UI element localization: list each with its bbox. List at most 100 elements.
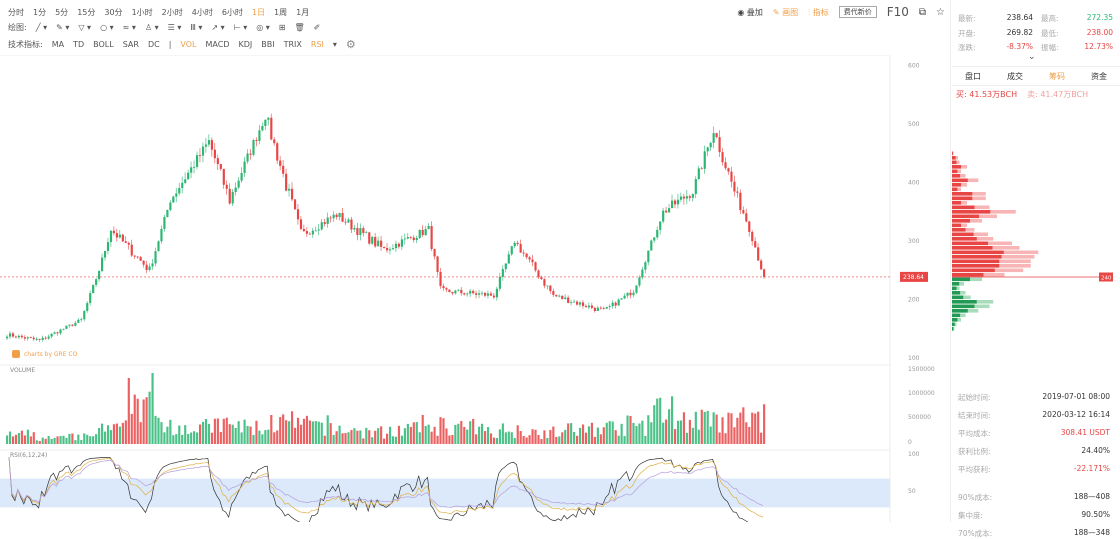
candle	[317, 229, 320, 231]
period-8[interactable]: 6小时	[221, 8, 243, 17]
draw-tool-13[interactable]: ✐	[313, 23, 321, 32]
kline-chart[interactable]: 100 200 300 400 500 600 1500000 1000000 500000 0 1…	[0, 55, 950, 522]
draw-tool-10[interactable]: ◎ ▾	[256, 23, 270, 32]
f10-button[interactable]: F10	[886, 5, 909, 19]
candle	[198, 155, 202, 156]
draw-tool-3[interactable]: ○ ▾	[100, 23, 114, 32]
period-5[interactable]: 1小时	[131, 8, 153, 17]
period-9[interactable]: 1日	[251, 8, 266, 17]
volume-bar	[112, 424, 116, 444]
candle	[656, 229, 659, 238]
candle	[196, 155, 199, 167]
expand-chevron-icon[interactable]: ⌄	[1028, 52, 1036, 62]
candle	[201, 146, 205, 156]
volume-bar	[136, 398, 139, 444]
tab-0[interactable]: 盘口	[965, 71, 981, 81]
draw-button[interactable]: ✎ 画图	[772, 7, 799, 17]
chip-bar	[952, 255, 1002, 259]
candle	[504, 263, 507, 270]
rsi6-line	[8, 456, 749, 522]
volume-bar	[400, 435, 404, 444]
buy-sell-summary: 买: 41.53万BCH 卖: 41.47万BCH	[956, 89, 1088, 100]
price-mode-button[interactable]: 费代新价	[838, 6, 877, 18]
draw-tool-5[interactable]: ♙ ▾	[144, 23, 159, 32]
tab-1[interactable]: 成交	[1007, 71, 1023, 81]
draw-tool-9[interactable]: ⊢ ▾	[233, 23, 248, 32]
indicator-td[interactable]: TD	[73, 40, 85, 49]
draw-tool-4[interactable]: ≈ ▾	[122, 23, 136, 32]
candle	[184, 179, 187, 183]
stat-value: 2020-03-12 16:14	[1042, 410, 1110, 419]
period-10[interactable]: 1周	[274, 8, 288, 17]
period-3[interactable]: 15分	[77, 8, 96, 17]
draw-tool-1[interactable]: ✎ ▾	[56, 23, 70, 32]
indicator-dc[interactable]: DC	[147, 40, 160, 49]
chip-bar	[952, 246, 993, 250]
volume-bar	[486, 427, 490, 444]
volume-bar	[142, 399, 145, 444]
candle	[751, 231, 754, 242]
volume-bar	[65, 437, 68, 444]
candle	[469, 290, 472, 294]
indicator-macd[interactable]: MACD	[205, 40, 230, 49]
candle	[240, 172, 243, 181]
indicator-label-right: 指标	[812, 7, 829, 17]
indicator-boll[interactable]: BOLL	[93, 40, 114, 49]
draw-tool-7[interactable]: Ⅲ ▾	[190, 23, 203, 32]
more-indicators-dropdown[interactable]: ▾	[332, 40, 337, 49]
draw-tool-0[interactable]: ╱ ▾	[35, 23, 48, 32]
draw-tool-8[interactable]: ↗ ▾	[211, 23, 225, 32]
draw-tool-6[interactable]: ☰ ▾	[167, 23, 182, 32]
chip-bar	[952, 178, 968, 183]
overlay-button[interactable]: ◉ 叠加	[737, 7, 763, 17]
candle	[596, 307, 599, 311]
indicator-sar[interactable]: SAR	[122, 40, 139, 49]
candle	[216, 158, 219, 165]
volume-bar	[320, 422, 323, 444]
candle	[109, 230, 113, 243]
candle	[498, 276, 501, 289]
period-2[interactable]: 5分	[55, 8, 69, 17]
volume-bar	[106, 425, 110, 444]
volume-bar	[219, 432, 222, 444]
chip-distribution-chart: 240	[952, 151, 1113, 331]
indicator-trix[interactable]: TRIX	[283, 40, 302, 49]
period-0[interactable]: 分时	[8, 8, 24, 17]
period-4[interactable]: 30分	[104, 8, 123, 17]
volume-bar	[103, 431, 107, 444]
volume-bar	[184, 425, 187, 444]
fullscreen-icon[interactable]: ⧉	[918, 6, 927, 18]
indicator-kdj[interactable]: KDJ	[238, 40, 253, 49]
indicator-ma[interactable]: MA	[51, 40, 65, 49]
indicator-rsi[interactable]: RSI	[310, 40, 324, 49]
candle	[531, 259, 534, 263]
indicator-vol[interactable]: VOL	[180, 40, 197, 49]
period-11[interactable]: 1月	[296, 8, 310, 17]
volume-bar	[525, 437, 528, 444]
stat-value: 24.40%	[1081, 446, 1110, 455]
settings-gear-icon[interactable]: ⚙	[345, 38, 356, 51]
period-6[interactable]: 2小时	[161, 8, 183, 17]
indicator-bbi[interactable]: BBI	[261, 40, 275, 49]
chip-bar	[952, 286, 957, 291]
draw-label-right: 画图	[782, 7, 799, 17]
draw-tool-11[interactable]: ⊞	[278, 23, 286, 32]
volume-bar	[436, 435, 439, 444]
volume-bar	[198, 424, 202, 444]
volume-bar	[656, 398, 659, 444]
draw-tool-2[interactable]: ▽ ▾	[78, 23, 92, 32]
indicator-button[interactable]: ⫶ 指标	[808, 7, 829, 17]
tab-2[interactable]: 筹码	[1049, 71, 1065, 81]
draw-tool-12[interactable]: 🗑	[294, 23, 305, 32]
period-1[interactable]: 1分	[33, 8, 47, 17]
candle	[323, 222, 326, 224]
tab-3[interactable]: 资金	[1091, 71, 1107, 81]
period-7[interactable]: 4小时	[191, 8, 213, 17]
candle	[20, 335, 24, 338]
low-label: 最低:	[1041, 29, 1059, 38]
candle	[44, 337, 47, 339]
candle	[71, 324, 74, 326]
star-icon[interactable]: ☆	[936, 6, 945, 18]
candle	[718, 137, 721, 153]
volume-bar	[83, 433, 86, 444]
